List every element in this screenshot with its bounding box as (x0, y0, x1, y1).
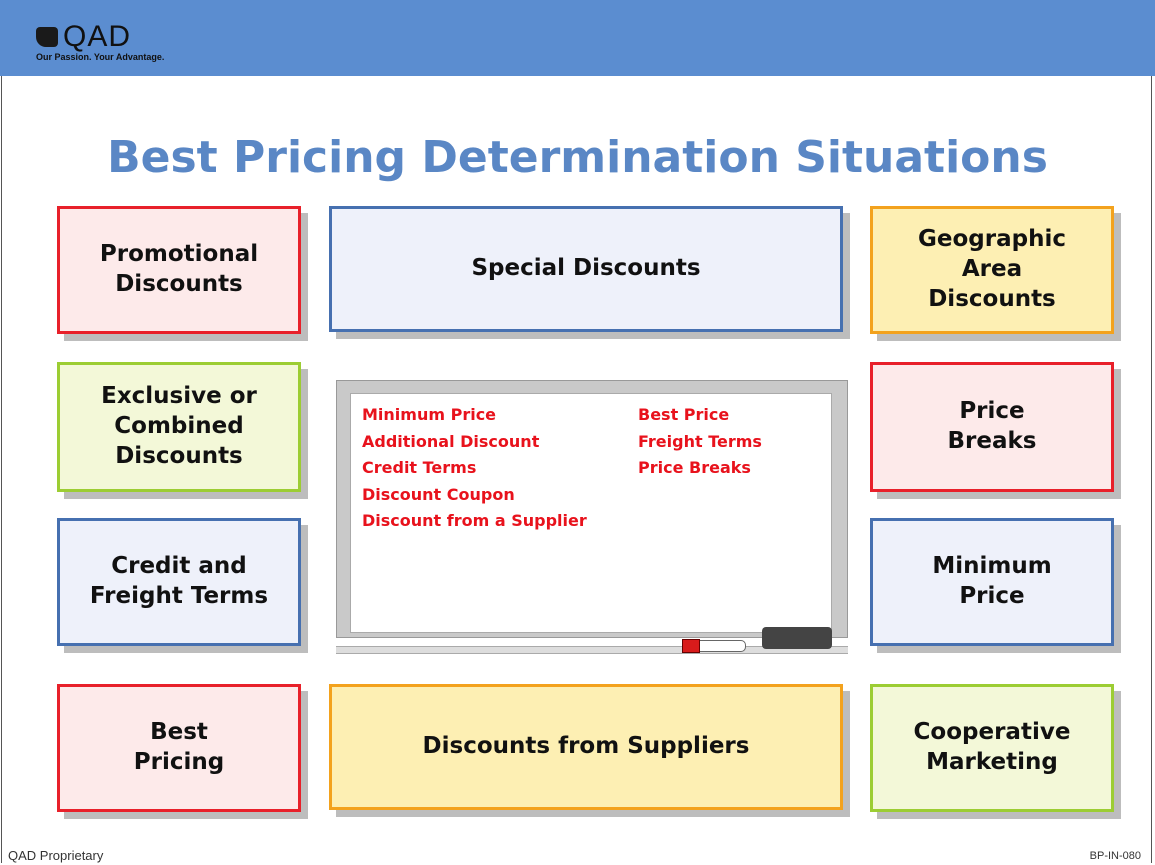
box-label-line: Marketing (926, 748, 1058, 778)
box: Special Discounts (329, 206, 843, 332)
box-label-line: Geographic (918, 225, 1066, 255)
footer-left: QAD Proprietary (8, 848, 103, 863)
box-label-line: Discounts (115, 442, 243, 472)
marker-cap (682, 639, 700, 653)
box-label-line: Exclusive or (101, 382, 257, 412)
box-label-line: Price (959, 582, 1024, 612)
whiteboard-item: Discount from a Supplier (362, 508, 587, 535)
box: Discounts from Suppliers (329, 684, 843, 810)
box-label-line: Breaks (948, 427, 1037, 457)
logo: QAD (63, 20, 131, 54)
slide: QAD Our Passion. Your Advantage. Best Pr… (0, 0, 1155, 865)
box-label-line: Credit and (111, 552, 247, 582)
whiteboard-item: Best Price (638, 402, 762, 429)
box-label-line: Discounts (928, 285, 1056, 315)
box-label-line: Promotional (100, 240, 258, 270)
box-label-line: Best (150, 718, 208, 748)
whiteboard-item: Credit Terms (362, 455, 587, 482)
whiteboard-item: Price Breaks (638, 455, 762, 482)
whiteboard-item: Minimum Price (362, 402, 587, 429)
logo-icon (36, 27, 58, 47)
whiteboard-item: Freight Terms (638, 429, 762, 456)
box-label-line: Minimum (932, 552, 1051, 582)
box-label-line: Pricing (134, 748, 224, 778)
box-label-line: Special Discounts (471, 254, 700, 284)
box-label-line: Discounts (115, 270, 243, 300)
box-label-line: Freight Terms (90, 582, 268, 612)
eraser (762, 627, 832, 649)
whiteboard-item: Additional Discount (362, 429, 587, 456)
whiteboard-item: Discount Coupon (362, 482, 587, 509)
footer-right: BP-IN-080 (1090, 850, 1141, 862)
box-label-line: Cooperative (914, 718, 1071, 748)
box-label-line: Price (959, 397, 1024, 427)
header-bar (0, 0, 1155, 76)
slide-title: Best Pricing Determination Situations (0, 132, 1155, 183)
box-label-line: Area (962, 255, 1022, 285)
tagline: Our Passion. Your Advantage. (36, 52, 164, 62)
box-label-line: Combined (114, 412, 243, 442)
box-label-line: Discounts from Suppliers (423, 732, 750, 762)
